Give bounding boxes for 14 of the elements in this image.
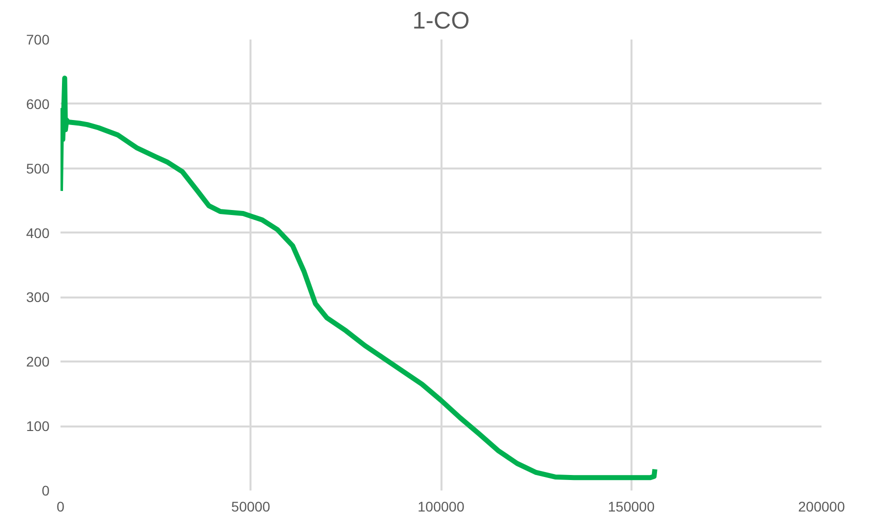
x-tick-label: 50000 [231, 498, 270, 514]
y-tick-label: 300 [26, 289, 50, 306]
x-tick-label: 200000 [798, 498, 846, 514]
x-tick-label: 0 [56, 498, 65, 514]
x-tick-label: 100000 [418, 498, 465, 514]
y-tick-label: 500 [26, 160, 50, 176]
y-tick-label: 0 [42, 482, 50, 498]
y-tick-label: 100 [26, 418, 50, 434]
y-tick-label: 700 [26, 32, 50, 48]
x-tick-label: 150000 [608, 498, 655, 514]
y-tick-label: 200 [26, 354, 50, 370]
y-tick-label: 600 [26, 96, 50, 112]
y-tick-label: 400 [26, 224, 50, 241]
chart-title: 1-CO [412, 8, 470, 34]
